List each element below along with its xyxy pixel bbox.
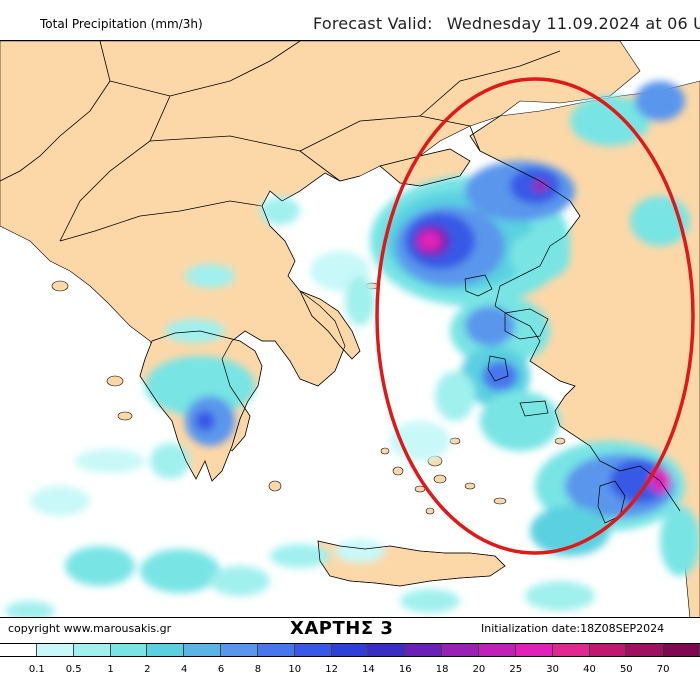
legend-tick-label: 18: [435, 664, 449, 675]
legend-swatch: [73, 644, 111, 656]
legend-swatch: [405, 644, 443, 656]
initialization-date: Initialization date:18Z08SEP2024: [481, 622, 665, 635]
highlight-ellipse: [375, 77, 695, 555]
precipitation-map: [0, 40, 700, 618]
borders: [0, 41, 561, 242]
land-island: [51, 280, 69, 292]
legend-tick-label: 20: [472, 664, 486, 675]
legend-tick-label: 40: [583, 664, 596, 675]
precipitation-field: [5, 81, 700, 617]
map-footer: copyright www.marousakis.gr ΧΑΡΤΗΣ 3 Ini…: [0, 618, 700, 642]
legend-swatch: [331, 644, 369, 656]
land-island: [392, 466, 404, 476]
legend-swatch: [147, 644, 185, 656]
legend-swatch: [442, 644, 479, 656]
legend-colorbar: [0, 643, 700, 657]
forecast-valid: Forecast Valid: Wednesday 11.09.2024 at 0…: [313, 14, 700, 33]
legend-swatch: [589, 644, 627, 656]
land-island: [106, 375, 124, 387]
legend-swatch: [515, 644, 553, 656]
forecast-valid-label: Forecast Valid:: [313, 14, 433, 33]
legend-tick-label: 16: [398, 664, 412, 675]
legend-ticks: 0.1 0.5 1 2 4 6 8 10 12 14 16 18 20 25 30 40 50 70: [0, 664, 700, 684]
legend-swatch: [626, 644, 664, 656]
legend-tick-label: 30: [546, 664, 559, 675]
legend-tick-label: 0.5: [65, 664, 82, 675]
legend-tick-label: 12: [325, 664, 338, 675]
legend-swatch: [552, 644, 590, 656]
legend-swatch: [663, 644, 700, 656]
legend-swatch: [184, 644, 222, 656]
legend-swatch: [110, 644, 148, 656]
coastlines: [139, 115, 681, 587]
legend-swatch: [36, 644, 74, 656]
legend-swatch: [478, 644, 516, 656]
map-number-label: ΧΑΡΤΗΣ 3: [290, 618, 394, 639]
legend-tick-label: 10: [288, 664, 302, 675]
land-island: [493, 497, 507, 505]
legend-tick-label: 0.1: [28, 664, 45, 675]
legend-swatch: [294, 644, 332, 656]
land-island: [425, 507, 435, 515]
forecast-valid-value: Wednesday 11.09.2024 at 06 UTC: [446, 14, 700, 33]
legend-tick-label: 25: [509, 664, 523, 675]
legend-tick-label: 6: [217, 664, 225, 675]
map-header: Total Precipitation (mm/3h) Forecast Val…: [0, 0, 700, 40]
legend-swatch: [0, 644, 37, 656]
land-island: [380, 447, 390, 455]
legend-tick-label: 2: [144, 664, 151, 675]
legend-tick-label: 8: [254, 664, 262, 675]
legend-tick-label: 70: [656, 664, 670, 675]
legend-tick-label: 1: [107, 664, 114, 675]
legend-tick-label: 50: [619, 664, 633, 675]
land-island: [268, 480, 282, 492]
land-island: [449, 437, 461, 445]
legend-swatch: [257, 644, 295, 656]
land-island: [433, 474, 447, 484]
legend-swatch: [368, 644, 406, 656]
legend-tick-label: 14: [362, 664, 375, 675]
land-island: [554, 437, 566, 445]
map-title: Total Precipitation (mm/3h): [40, 17, 203, 31]
copyright-text: copyright www.marousakis.gr: [8, 622, 172, 635]
land-island: [117, 411, 133, 421]
legend-tick-label: 4: [181, 664, 188, 675]
land-island: [464, 482, 476, 490]
legend-swatch: [221, 644, 258, 656]
